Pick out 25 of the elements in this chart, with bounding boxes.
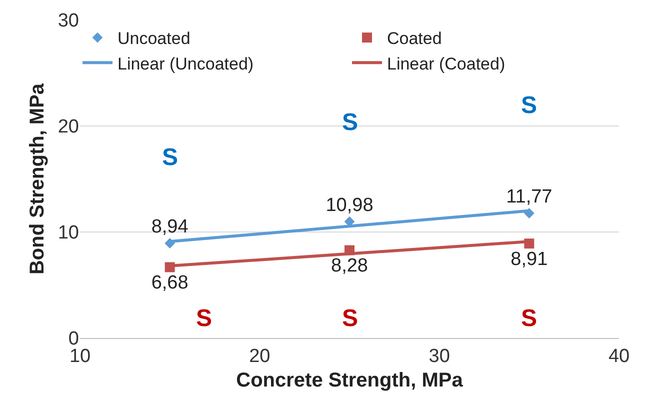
data-label: 8,28	[331, 256, 368, 277]
y-tick-label: 10	[58, 222, 79, 244]
legend-label: Coated	[387, 29, 442, 48]
annotation: S	[196, 305, 212, 332]
legend-label: Linear (Uncoated)	[118, 54, 254, 74]
data-label: 6,68	[151, 272, 188, 294]
y-tick-label: 0	[68, 328, 79, 350]
y-tick-label: 20	[58, 116, 79, 138]
x-axis-title: Concrete Strength, MPa	[236, 369, 464, 392]
legend-label: Linear (Coated)	[387, 54, 506, 74]
y-axis-title: Bond Strength, MPa	[26, 82, 48, 275]
data-label: 11,77	[506, 186, 552, 208]
annotation: S	[162, 144, 178, 171]
annotation: S	[521, 92, 538, 119]
data-label: 10,98	[326, 194, 374, 216]
annotation: S	[342, 305, 358, 332]
x-tick-label: 20	[249, 346, 270, 367]
annotation: S	[521, 305, 538, 332]
y-tick-label: 30	[58, 10, 79, 32]
x-tick-label: 40	[608, 346, 630, 367]
data-label: 8,91	[510, 249, 548, 270]
annotation: S	[342, 109, 358, 136]
legend-label: Uncoated	[118, 29, 190, 48]
x-tick-label: 30	[428, 346, 450, 367]
data-label: 8,94	[151, 216, 189, 238]
